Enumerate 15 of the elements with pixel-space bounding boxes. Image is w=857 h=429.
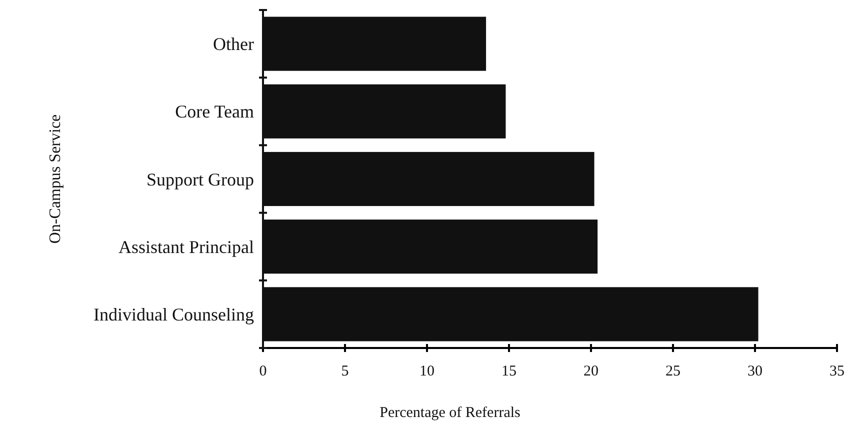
x-tick-label: 35 xyxy=(830,364,844,380)
x-tick-label: 20 xyxy=(584,364,598,380)
x-tick-label: 10 xyxy=(420,364,434,380)
y-tick-label: Core Team xyxy=(175,102,254,122)
x-tick-label: 15 xyxy=(502,364,516,380)
y-tick-label: Other xyxy=(213,34,254,54)
x-axis-title: Percentage of Referrals xyxy=(380,405,521,421)
x-tick-label: 5 xyxy=(341,364,349,380)
y-tick-label: Individual Counseling xyxy=(94,304,254,324)
y-tick-label: Assistant Principal xyxy=(118,236,254,257)
y-axis-title: On-Campus Service xyxy=(47,114,64,244)
x-tick-label: 0 xyxy=(259,364,267,380)
x-tick-label: 25 xyxy=(666,364,680,380)
y-tick-label: Support Group xyxy=(146,169,254,190)
x-tick-label: 30 xyxy=(748,364,762,380)
